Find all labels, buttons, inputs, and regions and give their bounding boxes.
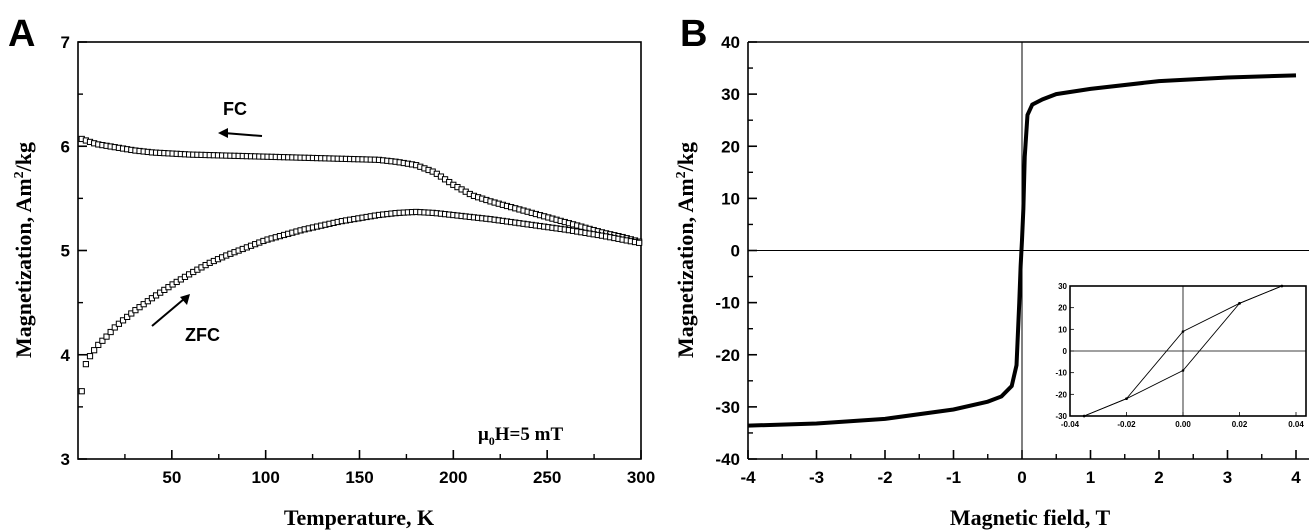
panel-b-x-tick-label: 3 — [1223, 468, 1232, 487]
zfc-point — [636, 239, 643, 246]
panel-b-x-tick-label: 0 — [1017, 468, 1026, 487]
fc-series — [78, 135, 643, 245]
inset-ticks: -0.04 -0.02 0.00 0.02 0.04 -30 -20 -10 0 10 20 30 — [1055, 282, 1304, 429]
panel-a-y-tick-label: 6 — [61, 137, 70, 156]
inset-point — [1280, 284, 1284, 288]
zfc-point — [124, 313, 131, 321]
zfc-series — [78, 208, 643, 395]
panel-b-x-tick-label: 2 — [1154, 468, 1163, 487]
inset-lines — [1070, 284, 1306, 418]
zfc-point — [78, 388, 85, 395]
inset-x-tick-label: 0.02 — [1232, 420, 1248, 429]
panel-a-x-tick-label: 100 — [251, 468, 279, 487]
inset-y-tick-label: 10 — [1058, 325, 1067, 334]
inset-y-tick-label: -20 — [1055, 390, 1067, 399]
panel-b-y-axis-title: Magnetization, Am2/kg — [673, 142, 698, 358]
inset-x-tick-label: 0.04 — [1288, 420, 1304, 429]
inset-x-tick-label: -0.02 — [1117, 420, 1136, 429]
zfc-point — [119, 317, 127, 324]
panel-b-y-tick-label: 30 — [721, 85, 740, 104]
inset-x-tick-label: -0.04 — [1061, 420, 1080, 429]
hysteresis-loop — [747, 73, 1297, 428]
inset-point — [1082, 414, 1086, 418]
panel-a-x-axis-title: Temperature, K — [284, 505, 434, 530]
panel-a-y-tick-label: 5 — [61, 242, 70, 261]
panel-a-frame — [77, 41, 642, 460]
panel-a-y-tick-label: 7 — [61, 33, 70, 52]
zfc-point — [86, 353, 94, 360]
inset-y-tick-label: 0 — [1063, 347, 1068, 356]
inset-point — [1181, 369, 1185, 372]
panel-a-ticks: 50 100 150 200 250 300 3 4 5 6 7 — [61, 33, 656, 487]
panel-a-y-tick-label: 3 — [61, 450, 70, 469]
zfc-point — [99, 337, 106, 344]
zfc-label: ZFC — [185, 325, 220, 345]
panel-a-y-tick-label: 4 — [61, 346, 71, 365]
panel-b-y-tick-label: 40 — [721, 33, 740, 52]
zfc-arrow — [151, 298, 185, 327]
inset-y-tick-label: 20 — [1058, 304, 1067, 313]
inset-point — [1238, 302, 1241, 305]
panel-b-y-tick-label: -10 — [715, 294, 740, 313]
panel-a-letter: A — [8, 13, 35, 55]
panel-a-x-tick-label: 150 — [345, 468, 373, 487]
panel-b-y-tick-label: -30 — [715, 398, 740, 417]
field-annotation: μ0H=5 mT — [478, 424, 563, 448]
panel-b-y-tick-label: -40 — [715, 450, 740, 469]
zfc-point — [95, 341, 102, 349]
panel-a-x-tick-label: 200 — [439, 468, 467, 487]
inset-point — [1181, 330, 1185, 333]
panel-b-x-tick-label: -4 — [740, 468, 756, 487]
panel-a-x-tick-label: 250 — [533, 468, 561, 487]
zfc-point — [128, 310, 135, 317]
fc-arrow — [223, 132, 263, 137]
panel-a-x-tick-label: 50 — [162, 468, 181, 487]
panel-b-y-tick-label: -20 — [715, 346, 740, 365]
panel-b-y-tick-label: 20 — [721, 137, 740, 156]
panel-b-x-tick-label: -1 — [946, 468, 961, 487]
zfc-point — [91, 347, 98, 354]
panel-b-y-tick-label: 0 — [731, 242, 740, 261]
panel-b-x-tick-label: -3 — [809, 468, 824, 487]
inset-point — [1125, 397, 1128, 400]
panel-b-y-tick-label: 10 — [721, 189, 740, 208]
panel-a-x-tick-label: 300 — [627, 468, 655, 487]
zfc-point — [107, 328, 114, 336]
zfc-point — [111, 324, 118, 331]
fc-label: FC — [223, 99, 247, 119]
panel-b-x-tick-label: 4 — [1291, 468, 1301, 487]
inset-y-tick-label: 30 — [1058, 282, 1067, 291]
panel-a: A 50 100 150 200 250 300 3 4 5 6 7 FC ZFC μ0H=5 mT… — [8, 13, 655, 530]
zfc-point — [115, 320, 123, 327]
inset-background — [1066, 284, 1309, 426]
inset-y-tick-label: -30 — [1055, 412, 1067, 421]
fc-arrow-head — [218, 128, 228, 138]
panel-b-x-tick-label: -2 — [877, 468, 892, 487]
panel-b-x-tick-label: 1 — [1086, 468, 1095, 487]
panel-b-x-axis-title: Magnetic field, T — [950, 505, 1111, 530]
panel-a-y-axis-title: Magnetization, Am2/kg — [11, 142, 36, 358]
zfc-point — [103, 333, 110, 340]
inset-x-tick-label: 0.00 — [1175, 420, 1191, 429]
inset-chart: -0.04 -0.02 0.00 0.02 0.04 -30 -20 -10 0 10 20 30 — [1055, 282, 1309, 429]
panel-b-letter: B — [680, 13, 707, 55]
zfc-arrow-head — [180, 294, 190, 305]
inset-y-tick-label: -10 — [1055, 369, 1067, 378]
zfc-point — [82, 361, 89, 368]
